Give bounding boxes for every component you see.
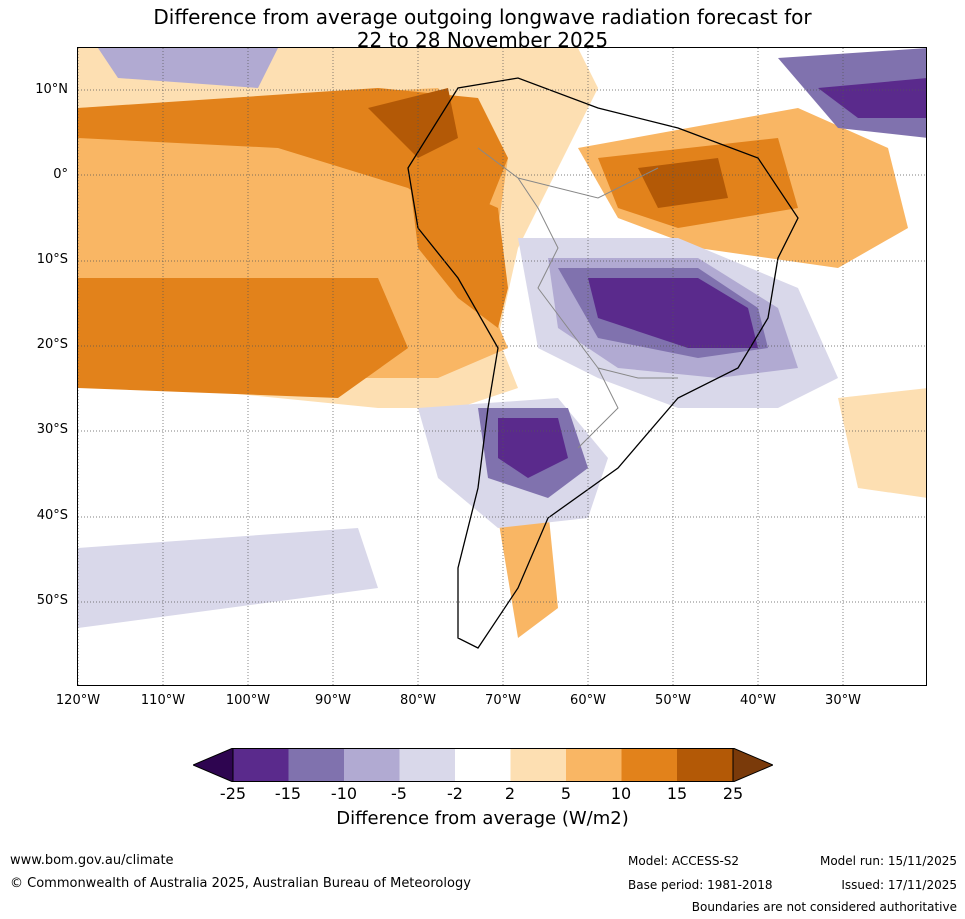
lon-label-70w: 70°W (485, 693, 521, 708)
lat-label-50s: 50°S (36, 593, 68, 608)
lat-label-10n: 10°N (35, 82, 68, 97)
lon-label-60w: 60°W (570, 693, 606, 708)
colorbar-tick: -10 (330, 784, 358, 803)
colorbar-tick: 15 (666, 784, 688, 803)
lat-label-0: 0° (53, 167, 68, 182)
lat-label-20s: 20°S (36, 337, 68, 352)
colorbar-tick: -2 (447, 784, 463, 803)
footer-boundaries-note: Boundaries are not considered authoritat… (691, 900, 957, 914)
map-panel (77, 47, 927, 686)
colorbar-swatch-4 (399, 748, 455, 782)
negative-anomaly-south-pacific-band (78, 528, 378, 628)
colorbar-extend-low (193, 748, 234, 782)
footer-base-period: Base period: 1981-2018 (628, 878, 773, 892)
lon-label-90w: 90°W (315, 693, 351, 708)
colorbar-swatch-9 (677, 748, 733, 782)
south-america-coastline (407, 77, 799, 649)
chart-title-line1: Difference from average outgoing longwav… (153, 5, 812, 29)
positive-anomaly-peru-coast (408, 168, 508, 328)
footer-model: Model: ACCESS-S2 (628, 854, 740, 868)
lon-label-30w: 30°W (825, 693, 861, 708)
footer-issued: Issued: 17/11/2025 (841, 878, 957, 892)
positive-anomaly-patagonia (498, 508, 558, 638)
negative-anomaly-caribbean (98, 48, 278, 88)
colorbar-label: Difference from average (W/m2) (336, 808, 629, 829)
colorbar-tick: -15 (274, 784, 302, 803)
colorbar-extend-high (732, 748, 773, 782)
colorbar-swatch-1 (233, 748, 289, 782)
negative-anomaly-argentina-core (498, 418, 568, 478)
colorbar-swatch-8 (621, 748, 677, 782)
national-borders (477, 147, 678, 449)
lat-label-40s: 40°S (36, 508, 68, 523)
positive-anomaly-south-atlantic (838, 388, 926, 498)
anomaly-map (78, 48, 926, 685)
lon-label-100w: 100°W (225, 693, 271, 708)
colorbar-tick: 2 (504, 784, 516, 803)
lat-label-10s: 10°S (36, 252, 68, 267)
footer-model-run: Model run: 15/11/2025 (819, 854, 957, 868)
lon-label-120w: 120°W (55, 693, 101, 708)
lon-label-50w: 50°W (655, 693, 691, 708)
lon-label-80w: 80°W (400, 693, 436, 708)
lon-label-110w: 110°W (140, 693, 186, 708)
colorbar-tick: 5 (560, 784, 572, 803)
chart-title-line2: 22 to 28 November 2025 (356, 28, 609, 52)
colorbar-swatch-6 (510, 748, 566, 782)
colorbar-tick: -5 (391, 784, 407, 803)
colorbar-tick: -25 (219, 784, 247, 803)
lon-label-40w: 40°W (740, 693, 776, 708)
colorbar-swatch-2 (288, 748, 344, 782)
colorbar-border (232, 748, 734, 782)
colorbar-tick: 10 (610, 784, 632, 803)
negative-anomaly-north-atlantic-core (818, 78, 926, 118)
graticule (78, 48, 926, 685)
footer-website: www.bom.gov.au/climate (10, 853, 174, 868)
colorbar-swatch-3 (344, 748, 400, 782)
lat-label-30s: 30°S (36, 422, 68, 437)
positive-anomaly-colombia (368, 88, 458, 158)
footer-copyright: © Commonwealth of Australia 2025, Austra… (10, 876, 471, 891)
colorbar-swatch-5 (455, 748, 511, 782)
colorbar-tick: 25 (722, 784, 744, 803)
colorbar-swatch-7 (566, 748, 622, 782)
positive-anomaly-amazon-core (638, 158, 728, 208)
positive-anomaly-south-pacific (78, 278, 408, 398)
colorbar (193, 748, 773, 782)
